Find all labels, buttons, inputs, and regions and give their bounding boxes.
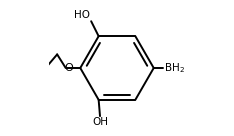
Text: OH: OH — [92, 118, 108, 127]
Text: O: O — [64, 63, 73, 73]
Text: HO: HO — [74, 10, 91, 20]
Text: BH$_2$: BH$_2$ — [164, 61, 185, 75]
